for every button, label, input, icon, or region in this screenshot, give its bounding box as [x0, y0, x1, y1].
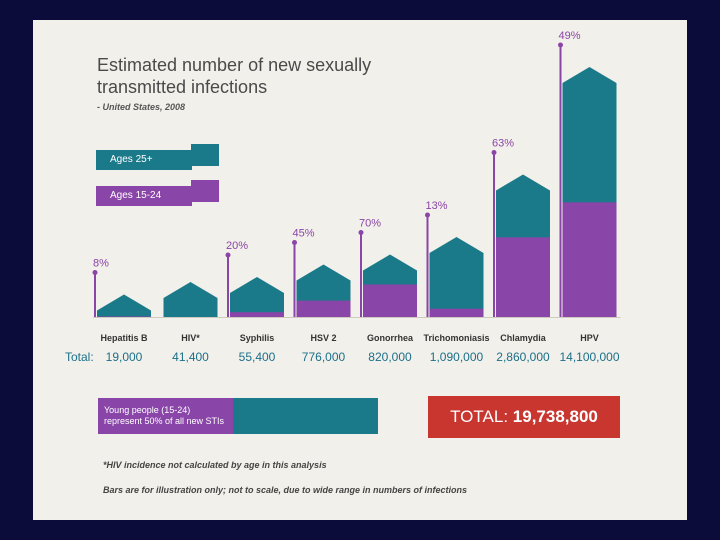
bar-2-percent-label: 20% [226, 240, 248, 252]
total-value-3: 776,000 [302, 350, 346, 364]
total-value-5: 1,090,000 [430, 350, 484, 364]
chart-title: Estimated number of new sexually transmi… [97, 55, 372, 97]
grand-total-prefix: TOTAL: [450, 407, 513, 426]
bar-4-marker-dot [358, 230, 364, 235]
bar-2-older [230, 277, 284, 317]
bar-0-percent-label: 8% [93, 258, 109, 270]
legend-older-tab [191, 144, 219, 166]
bar-3-percent-label: 45% [293, 228, 315, 240]
category-label-3: HSV 2 [310, 333, 336, 343]
category-label-5: Trichomoniasis [423, 333, 489, 343]
bar-0-marker-dot [92, 270, 98, 275]
category-label-1: HIV* [181, 333, 200, 343]
bar-7-percent-label: 49% [559, 30, 581, 42]
category-label-6: Chlamydia [500, 333, 547, 343]
bar-1-older [163, 282, 218, 317]
legend-older: Ages 25+ [96, 150, 192, 170]
total-value-0: 19,000 [106, 350, 143, 364]
young-people-bar: Young people (15-24) represent 50% of al… [98, 398, 378, 434]
bar-5-older [429, 237, 484, 317]
scale-note: Bars are for illustration only; not to s… [103, 485, 468, 495]
bar-chart: 8% Hepatitis B 19,000 HIV* 41,400 20% Syphilis… [65, 30, 621, 364]
total-value-4: 820,000 [368, 350, 412, 364]
bar-5-percent-label: 13% [426, 200, 448, 212]
total-value-2: 55,400 [239, 350, 276, 364]
total-value-7: 14,100,000 [559, 350, 619, 364]
bar-2-young [230, 312, 284, 317]
category-label-7: HPV [580, 333, 599, 343]
category-label-4: Gonorrhea [367, 333, 414, 343]
bar-4-percent-label: 70% [359, 218, 381, 230]
category-label-0: Hepatitis B [100, 333, 148, 343]
total-value-6: 2,860,000 [496, 350, 550, 364]
bar-2-marker-dot [225, 252, 231, 258]
young-people-label: Young people (15-24) represent 50% of al… [98, 398, 233, 434]
bar-4-young [363, 284, 417, 317]
legend-young: Ages 15-24 [96, 186, 192, 206]
bar-5-marker-dot [425, 212, 430, 218]
chart-subtitle: - United States, 2008 [97, 102, 186, 112]
grand-total-box: TOTAL: 19,738,800 [428, 396, 620, 438]
bar-0-older [97, 294, 151, 317]
legend-older-label: Ages 25+ [110, 154, 153, 165]
category-label-2: Syphilis [240, 333, 275, 343]
bar-7-marker-dot [558, 42, 563, 48]
bar-0-young [97, 316, 151, 317]
bar-7-young [562, 202, 617, 317]
bar-3-marker-dot [292, 240, 297, 245]
bar-5-young [429, 308, 484, 317]
hiv-note: *HIV incidence not calculated by age in … [103, 460, 327, 470]
bar-3-young [296, 300, 351, 317]
legend-young-label: Ages 15-24 [110, 190, 162, 201]
bar-6-marker-dot [491, 150, 497, 155]
grand-total-value: 19,738,800 [512, 407, 598, 426]
total-value-1: 41,400 [172, 350, 209, 364]
bar-6-percent-label: 63% [492, 138, 514, 150]
infographic-panel: Estimated number of new sexually transmi… [33, 20, 687, 520]
total-row-label: Total: [65, 350, 94, 364]
legend-young-tab [191, 180, 219, 202]
bar-6-young [496, 237, 550, 317]
